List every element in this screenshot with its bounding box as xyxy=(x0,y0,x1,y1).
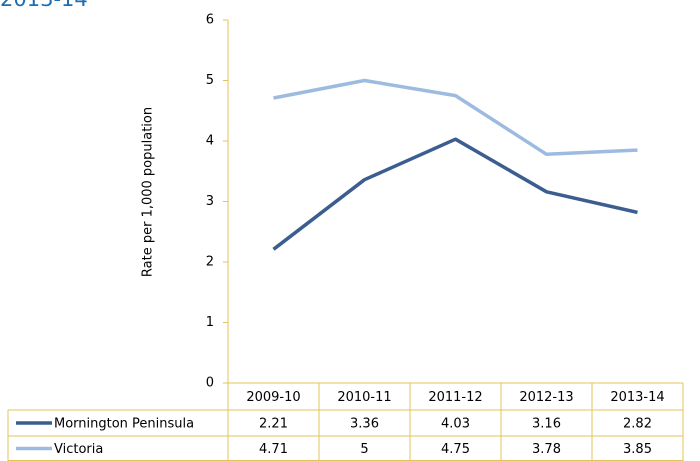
table-value: 4.03 xyxy=(441,417,470,432)
chart-title: 2013-14 xyxy=(0,0,88,11)
y-tick-label: 6 xyxy=(206,13,214,28)
table-value: 3.85 xyxy=(623,442,652,457)
table-value: 4.71 xyxy=(259,442,288,457)
table-value: 5 xyxy=(360,442,368,457)
y-tick-label: 2 xyxy=(206,255,214,270)
line-series xyxy=(272,137,638,251)
y-tick-label: 3 xyxy=(206,194,214,209)
x-tick-label: 2013-14 xyxy=(610,390,664,405)
legend-label: Mornington Peninsula xyxy=(54,417,194,432)
table-value: 2.21 xyxy=(259,417,288,432)
x-tick-label: 2009-10 xyxy=(246,390,300,405)
y-tick-label: 1 xyxy=(206,315,214,330)
x-tick-label: 2011-12 xyxy=(428,390,482,405)
table-value: 4.75 xyxy=(441,442,470,457)
y-tick-label: 0 xyxy=(206,376,214,391)
x-tick-label: 2012-13 xyxy=(519,390,573,405)
table-value: 2.82 xyxy=(623,417,652,432)
y-tick-label: 4 xyxy=(206,134,214,149)
legend-label: Victoria xyxy=(54,442,103,457)
y-axis-label: Rate per 1,000 population xyxy=(141,107,156,277)
table-value: 3.16 xyxy=(532,417,561,432)
line-series xyxy=(273,78,638,157)
y-tick-label: 5 xyxy=(206,73,214,88)
table-value: 3.36 xyxy=(350,417,379,432)
table-value: 3.78 xyxy=(532,442,561,457)
x-tick-label: 2010-11 xyxy=(337,390,391,405)
